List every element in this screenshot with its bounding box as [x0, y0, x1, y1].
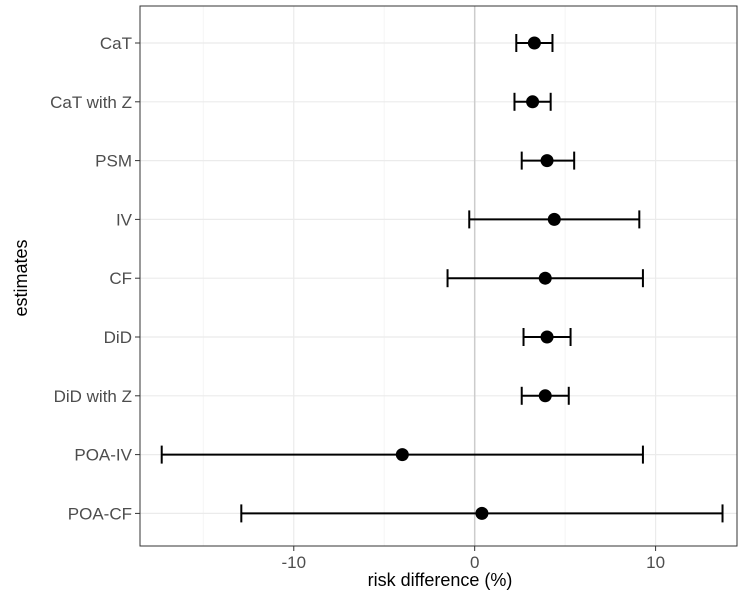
x-tick-label: 0 [470, 553, 479, 572]
x-tick-label: -10 [281, 553, 306, 572]
y-tick-label: POA-CF [68, 504, 132, 523]
point-estimate [538, 389, 552, 403]
point-estimate [475, 506, 489, 520]
y-tick-label: IV [116, 210, 133, 229]
y-tick-label: CaT [100, 34, 132, 53]
x-axis-title: risk difference (%) [368, 570, 513, 590]
estimate-row [446, 269, 644, 288]
chart-marks [160, 34, 724, 523]
point-estimate [538, 271, 552, 285]
estimate-row [240, 504, 724, 523]
point-estimate [540, 154, 554, 168]
point-estimate [540, 330, 554, 344]
point-estimate [526, 95, 540, 109]
point-estimate [395, 448, 409, 462]
point-estimate [527, 36, 541, 50]
estimate-row [520, 151, 576, 170]
estimate-row [160, 445, 644, 464]
y-axis-title: estimates [11, 239, 31, 316]
point-estimate [547, 212, 561, 226]
y-tick-label: DiD with Z [54, 387, 132, 406]
y-tick-label: CaT with Z [50, 93, 132, 112]
y-axis: CaT CaT with Z PSM IV CF DiD DiD with Z POA-IV P… [50, 34, 140, 523]
panel-border [139, 5, 738, 547]
y-tick-label: CF [109, 269, 132, 288]
x-tick-label: 10 [646, 553, 665, 572]
estimate-row [515, 34, 554, 52]
y-tick-label: PSM [95, 152, 132, 171]
x-axis: -10 0 10 [281, 546, 665, 572]
estimate-row [520, 386, 570, 405]
estimate-row [522, 328, 572, 346]
estimate-row [513, 92, 552, 111]
y-tick-label: DiD [104, 328, 132, 347]
y-tick-label: POA-IV [74, 446, 132, 465]
estimate-row [468, 210, 641, 229]
